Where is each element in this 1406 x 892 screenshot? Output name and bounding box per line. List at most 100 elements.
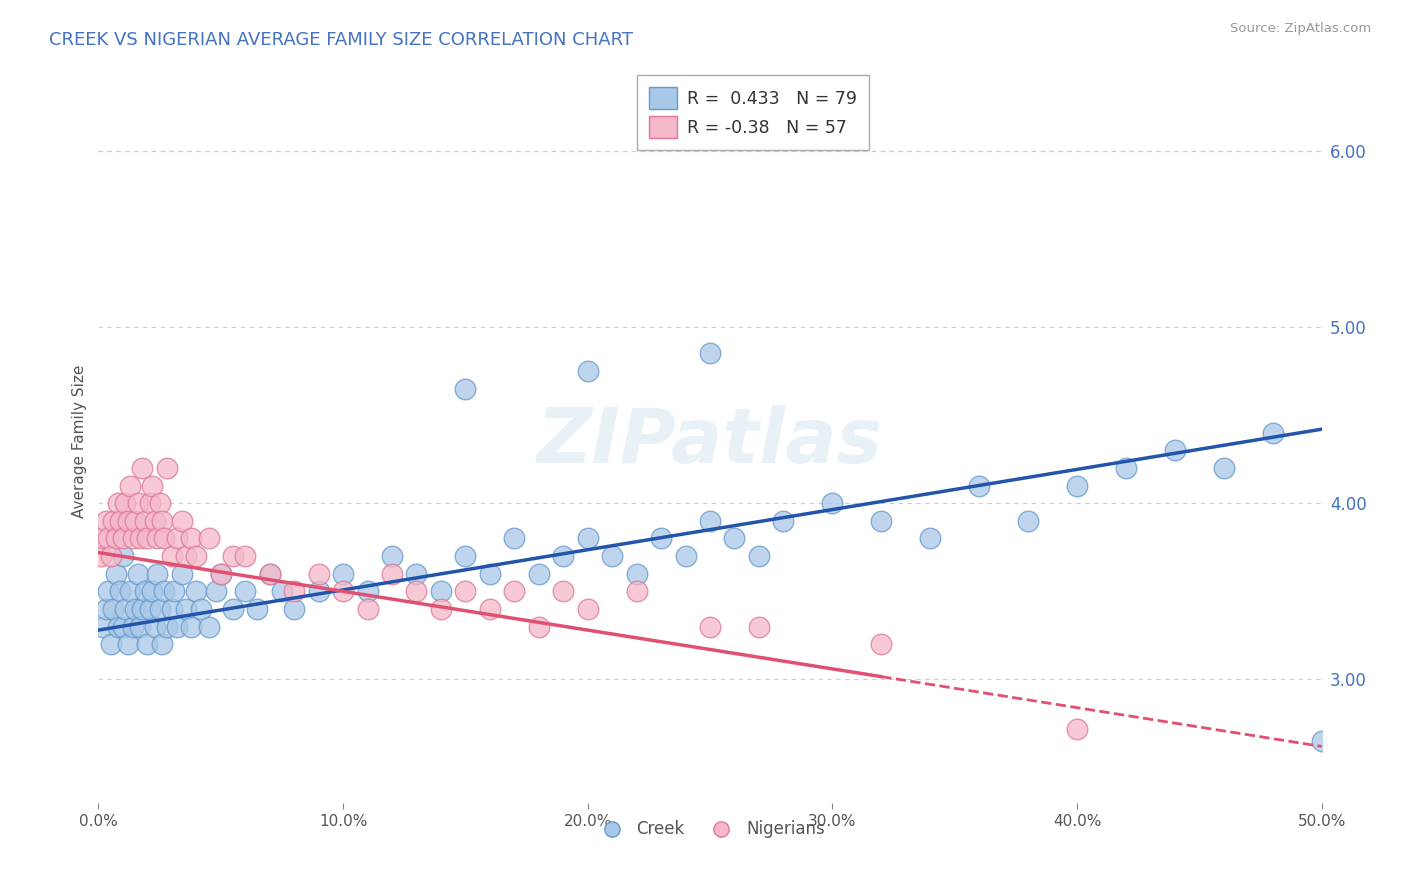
Point (107, 496, 129, 510)
Point (180, 619, 202, 633)
Point (626, 566, 648, 581)
Point (675, 549, 697, 563)
Point (197, 532, 219, 546)
Point (146, 566, 169, 581)
Point (107, 619, 129, 633)
Point (454, 549, 477, 563)
Point (233, 584, 256, 599)
Point (1212, 461, 1234, 475)
Point (104, 532, 127, 546)
Point (170, 514, 193, 528)
Point (332, 566, 354, 581)
Point (153, 532, 176, 546)
Point (114, 496, 136, 510)
Point (141, 478, 163, 492)
Point (163, 584, 186, 599)
Point (270, 584, 294, 599)
Point (190, 602, 212, 616)
Point (149, 602, 172, 616)
Point (146, 532, 169, 546)
Point (91, 532, 114, 546)
Text: Source: ZipAtlas.com: Source: ZipAtlas.com (1230, 22, 1371, 36)
Point (576, 602, 599, 616)
Point (626, 584, 648, 599)
Point (1017, 514, 1039, 528)
Point (197, 619, 219, 633)
Point (527, 566, 550, 581)
Point (1261, 425, 1284, 440)
Point (114, 602, 136, 616)
Point (332, 584, 354, 599)
Point (576, 532, 599, 546)
Point (94, 602, 117, 616)
Point (454, 382, 477, 396)
Point (127, 496, 149, 510)
Point (259, 566, 281, 581)
Point (356, 602, 378, 616)
Point (870, 514, 893, 528)
Point (454, 584, 477, 599)
Point (111, 532, 134, 546)
Point (131, 602, 153, 616)
Point (143, 514, 166, 528)
Point (1066, 478, 1088, 492)
Point (308, 566, 330, 581)
Point (156, 619, 179, 633)
Point (124, 514, 146, 528)
Point (430, 584, 453, 599)
Point (150, 514, 173, 528)
Point (246, 602, 269, 616)
Point (205, 584, 228, 599)
Point (156, 461, 179, 475)
Point (1310, 734, 1333, 748)
Point (134, 584, 156, 599)
Legend: Creek, Nigerians: Creek, Nigerians (588, 814, 832, 845)
Point (180, 532, 202, 546)
Point (772, 514, 794, 528)
Point (136, 637, 159, 651)
Point (110, 584, 132, 599)
Point (821, 496, 844, 510)
Point (111, 549, 134, 563)
Point (748, 549, 770, 563)
Point (870, 637, 893, 651)
Point (209, 566, 232, 581)
Point (124, 602, 146, 616)
Point (121, 619, 143, 633)
Point (576, 364, 599, 378)
Text: ZIPatlas: ZIPatlas (537, 405, 883, 478)
Point (129, 619, 152, 633)
Point (97, 584, 120, 599)
Point (110, 514, 132, 528)
Point (127, 566, 149, 581)
Text: CREEK VS NIGERIAN AVERAGE FAMILY SIZE CORRELATION CHART: CREEK VS NIGERIAN AVERAGE FAMILY SIZE CO… (49, 31, 633, 49)
Point (104, 566, 127, 581)
Point (160, 549, 183, 563)
Point (186, 584, 208, 599)
Point (121, 532, 143, 546)
Point (101, 602, 124, 616)
Point (120, 478, 142, 492)
Point (91, 619, 114, 633)
Point (129, 532, 152, 546)
Point (381, 549, 404, 563)
Point (967, 478, 990, 492)
Point (101, 514, 124, 528)
Point (503, 584, 526, 599)
Point (478, 602, 501, 616)
Point (356, 584, 378, 599)
Point (478, 566, 501, 581)
Point (650, 532, 672, 546)
Point (131, 461, 153, 475)
Point (1164, 443, 1187, 458)
Point (222, 549, 245, 563)
Point (139, 602, 162, 616)
Point (166, 532, 188, 546)
Point (748, 619, 770, 633)
Point (136, 532, 159, 546)
Point (97, 532, 120, 546)
Point (117, 637, 139, 651)
Point (233, 549, 256, 563)
Point (139, 496, 162, 510)
Point (699, 346, 721, 360)
